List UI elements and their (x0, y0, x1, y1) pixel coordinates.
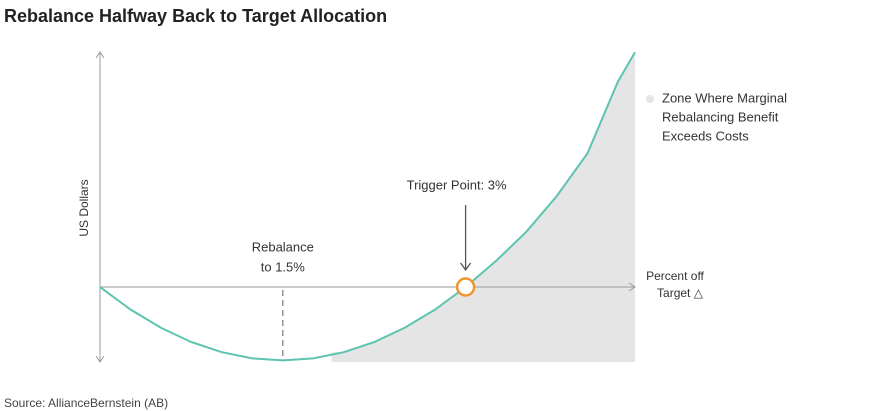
legend-label: Rebalancing Benefit (662, 109, 779, 124)
y-axis-label: US Dollars (77, 179, 91, 236)
legend-swatch (646, 95, 654, 103)
line-series (99, 51, 636, 362)
chart-title: Rebalance Halfway Back to Target Allocat… (4, 6, 387, 26)
legend-label: Exceeds Costs (662, 128, 749, 143)
annotation-text: Rebalance (252, 239, 314, 254)
annotation-text: to 1.5% (261, 259, 306, 274)
legend-label: Zone Where Marginal (662, 90, 787, 105)
x-axis-label: Target △ (657, 286, 704, 300)
x-axis-arrow (628, 282, 636, 292)
annotation-text: Trigger Point: 3% (407, 177, 507, 192)
y-axis-arrow (95, 51, 105, 363)
trigger-arrow (460, 205, 472, 272)
source: Source: AllianceBernstein (AB) (4, 396, 168, 410)
trigger-point (455, 277, 476, 297)
x-axis-label: Percent off (646, 269, 704, 283)
zone-area (331, 52, 635, 363)
